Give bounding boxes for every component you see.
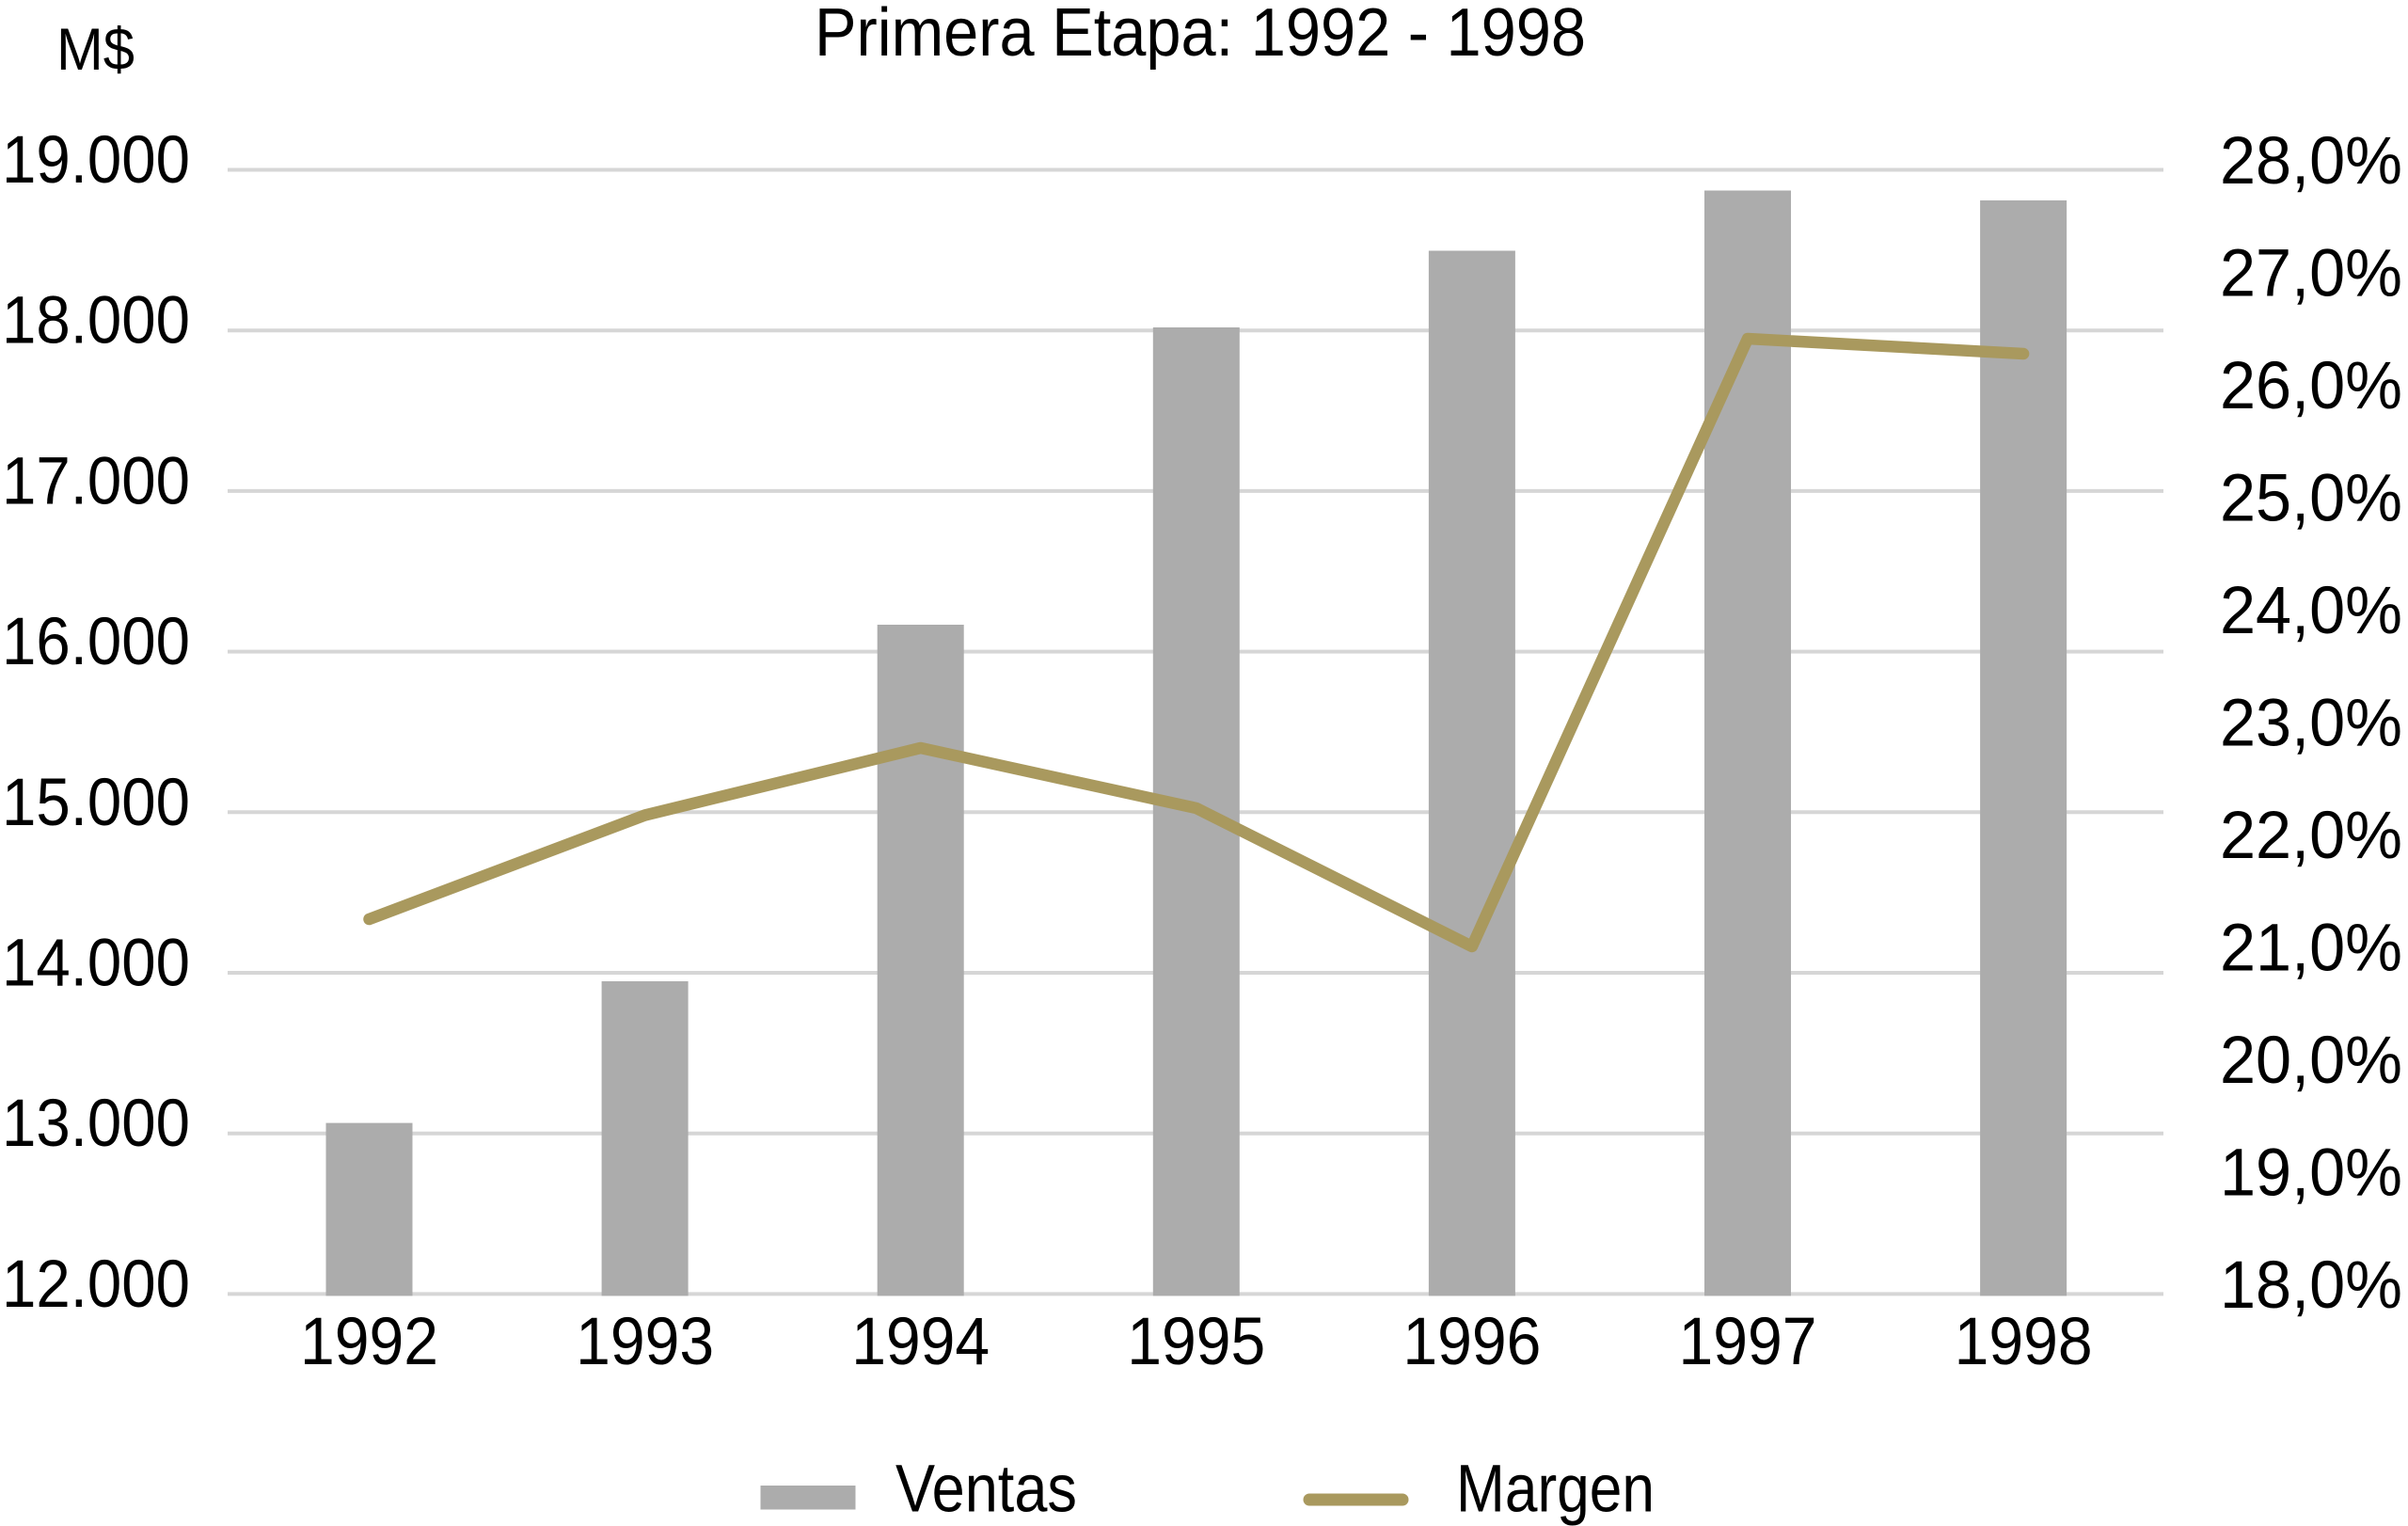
svg-text:24,0%: 24,0% <box>2220 574 2402 648</box>
svg-text:13.000: 13.000 <box>2 1087 190 1161</box>
svg-text:22,0%: 22,0% <box>2220 799 2402 873</box>
svg-text:1993: 1993 <box>576 1305 714 1379</box>
svg-text:15.000: 15.000 <box>2 766 190 840</box>
svg-text:1992: 1992 <box>300 1305 438 1379</box>
svg-text:Ventas: Ventas <box>895 1453 1077 1526</box>
svg-text:28,0%: 28,0% <box>2220 124 2402 199</box>
svg-text:1994: 1994 <box>851 1305 990 1379</box>
svg-text:17.000: 17.000 <box>2 444 190 518</box>
svg-text:19.000: 19.000 <box>2 123 190 198</box>
svg-text:16.000: 16.000 <box>2 605 190 679</box>
svg-text:18,0%: 18,0% <box>2220 1248 2402 1323</box>
svg-text:25,0%: 25,0% <box>2220 462 2402 536</box>
svg-text:20,0%: 20,0% <box>2220 1024 2402 1098</box>
svg-text:18.000: 18.000 <box>2 284 190 358</box>
svg-text:1996: 1996 <box>1402 1305 1541 1379</box>
svg-text:1998: 1998 <box>1955 1305 2093 1379</box>
svg-text:26,0%: 26,0% <box>2220 349 2402 423</box>
svg-text:M$: M$ <box>56 17 135 83</box>
svg-text:21,0%: 21,0% <box>2220 911 2402 985</box>
svg-text:1997: 1997 <box>1679 1305 1817 1379</box>
svg-text:19,0%: 19,0% <box>2220 1136 2402 1210</box>
svg-text:23,0%: 23,0% <box>2220 686 2402 760</box>
svg-text:Primera Etapa: 1992 - 1998: Primera Etapa: 1992 - 1998 <box>815 0 1586 71</box>
svg-text:Margen: Margen <box>1456 1453 1655 1526</box>
svg-text:1995: 1995 <box>1127 1305 1265 1379</box>
svg-text:27,0%: 27,0% <box>2220 237 2402 311</box>
svg-text:14.000: 14.000 <box>2 927 190 1001</box>
svg-text:12.000: 12.000 <box>2 1248 190 1322</box>
